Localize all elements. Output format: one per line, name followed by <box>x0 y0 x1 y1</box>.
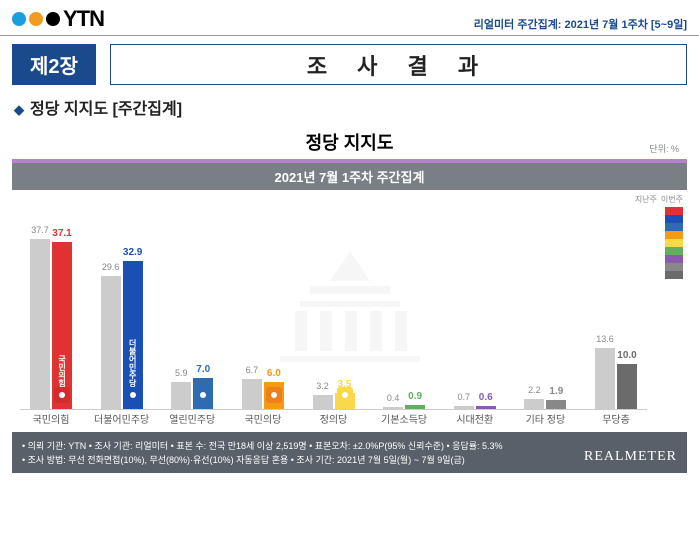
bar-curr: 10.0 <box>617 364 637 409</box>
party-badge-icon <box>337 387 353 403</box>
bar-value-prev: 3.2 <box>316 381 329 391</box>
logo-dot-black <box>46 12 60 26</box>
bar-prev: 37.7 <box>30 239 50 409</box>
bar-prev: 13.6 <box>595 348 615 409</box>
bar-value-curr: 1.9 <box>549 386 563 397</box>
legend-curr-label: 이번주 <box>661 194 683 205</box>
bar-curr: 6.0 <box>264 382 284 409</box>
bar-prev: 2.2 <box>524 399 544 409</box>
bar-curr: 1.9 <box>546 400 566 409</box>
x-axis-label: 기본소득당 <box>373 411 435 426</box>
bar-group: 2.21.9 <box>514 399 576 409</box>
bar-prev: 29.6 <box>101 276 121 409</box>
realmeter-brand: REALMETER <box>584 446 677 467</box>
legend-chip <box>665 215 683 223</box>
bar-prev: 0.7 <box>454 406 474 409</box>
bar-curr: 32.9더불어민주당 <box>123 261 143 409</box>
bar-group: 3.23.5 <box>303 393 365 409</box>
x-axis-label: 시대전환 <box>444 411 506 426</box>
bar-value-curr: 32.9 <box>123 247 142 258</box>
footer-line-2: • 조사 방법: 무선 전화면접(10%), 무선(80%)·유선(10%) 자… <box>22 454 677 468</box>
bar-group-container: 37.737.1국민의힘29.632.9더불어민주당5.97.06.76.03.… <box>20 220 647 410</box>
bar-curr: 7.0 <box>193 378 213 410</box>
party-badge-icon <box>125 387 141 403</box>
bar-value-curr: 37.1 <box>52 228 71 239</box>
chapter-title: 조 사 결 과 <box>110 44 687 85</box>
bar-prev: 0.4 <box>383 407 403 409</box>
bar-value-prev: 6.7 <box>246 365 259 375</box>
chart-title: 정당 지지도 <box>306 133 394 153</box>
bar-curr: 0.9 <box>405 405 425 409</box>
header-subtitle: 리얼미터 주간집계: 2021년 7월 1주차 [5~9일] <box>474 16 687 32</box>
bar-value-prev: 37.7 <box>31 225 49 235</box>
x-axis-label: 국민의힘 <box>20 411 82 426</box>
logo-text: YTN <box>63 6 104 32</box>
chart-container: 정당 지지도 단위: % 2021년 7월 1주차 주간집계 지난주 이번주 3… <box>12 125 687 410</box>
bar-value-curr: 0.9 <box>408 391 422 402</box>
bar-group: 13.610.0 <box>585 348 647 409</box>
bar-group: 37.737.1국민의힘 <box>20 239 82 409</box>
legend-chip <box>665 247 683 255</box>
chart-unit: 단위: % <box>649 142 679 155</box>
chapter-badge: 제2장 <box>12 44 96 85</box>
bar-value-prev: 2.2 <box>528 385 541 395</box>
bar-group: 29.632.9더불어민주당 <box>91 261 153 409</box>
bar-prev: 6.7 <box>242 379 262 409</box>
bar-prev: 3.2 <box>313 395 333 409</box>
bar-curr: 37.1국민의힘 <box>52 242 72 409</box>
bar-value-prev: 0.7 <box>457 392 470 402</box>
chart-plot-area: 지난주 이번주 37.737.1국민의힘29.632.9더불어민주당5.97.0… <box>12 190 687 410</box>
x-axis-label: 국민의당 <box>232 411 294 426</box>
chart-footer: • 의뢰 기관: YTN • 조사 기관: 리얼미터 • 표본 수: 전국 만1… <box>12 432 687 473</box>
chapter-row: 제2장 조 사 결 과 <box>12 44 687 85</box>
footer-line-1: • 의뢰 기관: YTN • 조사 기관: 리얼미터 • 표본 수: 전국 만1… <box>22 440 677 454</box>
chart-sub-header: 2021년 7월 1주차 주간집계 <box>12 163 687 190</box>
x-axis-label: 정의당 <box>303 411 365 426</box>
bar-group: 6.76.0 <box>232 379 294 409</box>
x-axis-label: 무당층 <box>585 411 647 426</box>
bar-group: 0.40.9 <box>373 405 435 409</box>
legend-chip <box>665 239 683 247</box>
bar-value-curr: 7.0 <box>196 364 210 375</box>
bar-party-label: 더불어민주당 <box>127 339 138 387</box>
bar-value-prev: 29.6 <box>102 262 120 272</box>
bar-curr: 0.6 <box>476 406 496 409</box>
section-title: 정당 지지도 [주간집계] <box>14 95 685 119</box>
x-axis-label: 열린민주당 <box>161 411 223 426</box>
bar-value-prev: 5.9 <box>175 368 188 378</box>
bar-prev: 5.9 <box>171 382 191 409</box>
party-badge-icon <box>195 387 211 403</box>
bar-curr: 3.5 <box>335 393 355 409</box>
x-axis-label: 기타 정당 <box>514 411 576 426</box>
x-axis-label: 더불어민주당 <box>91 411 153 426</box>
bar-value-curr: 0.6 <box>479 392 493 403</box>
ytn-logo: YTN <box>12 6 104 32</box>
legend-chip <box>665 207 683 215</box>
bar-group: 0.70.6 <box>444 406 506 409</box>
legend-chip <box>665 231 683 239</box>
legend-chip <box>665 223 683 231</box>
legend-chip <box>665 255 683 263</box>
logo-dot-orange <box>29 12 43 26</box>
legend-chip <box>665 263 683 271</box>
party-badge-icon <box>54 387 70 403</box>
party-badge-icon <box>266 387 282 403</box>
bar-value-prev: 0.4 <box>387 393 400 403</box>
bar-value-curr: 6.0 <box>267 368 281 379</box>
page-header: YTN 리얼미터 주간집계: 2021년 7월 1주차 [5~9일] <box>0 0 699 36</box>
bar-group: 5.97.0 <box>161 378 223 410</box>
legend-prev-label: 지난주 <box>635 194 657 205</box>
bar-value-curr: 10.0 <box>617 350 636 361</box>
legend-chip <box>665 271 683 279</box>
logo-dot-blue <box>12 12 26 26</box>
bar-party-label: 국민의힘 <box>57 355 68 387</box>
bar-value-prev: 13.6 <box>596 334 614 344</box>
